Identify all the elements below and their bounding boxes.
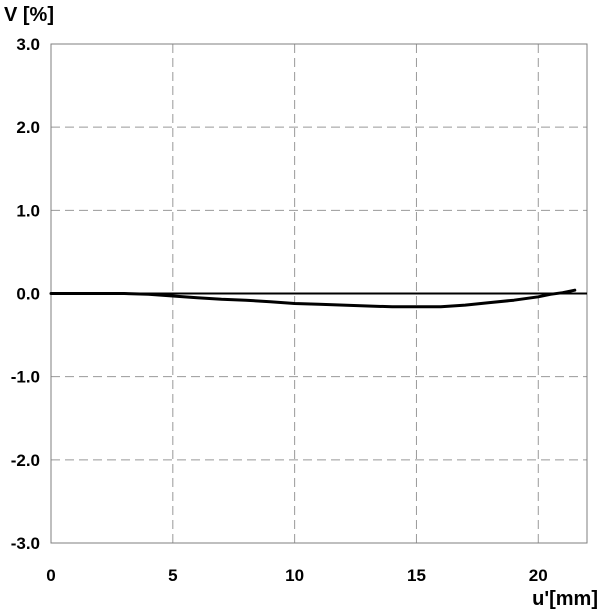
x-tick-labels: 0 5 10 15 20 [46,566,547,585]
series-line [49,288,577,309]
y-tick-label: 0.0 [16,285,40,304]
y-tick-labels: 3.0 2.0 1.0 0.0 -1.0 -2.0 -3.0 [11,35,40,553]
y-tick-label: 2.0 [16,118,40,137]
x-axis-title: u'[mm] [532,588,598,610]
x-tick-label: 15 [407,566,426,585]
y-axis-title: V [%] [4,4,54,26]
y-tick-label: 1.0 [16,201,40,220]
x-tick-label: 5 [168,566,177,585]
grid-layer [51,44,587,543]
y-tick-label: 3.0 [16,35,40,54]
x-tick-label: 20 [529,566,548,585]
x-tick-label: 0 [46,566,55,585]
y-tick-label: -3.0 [11,534,40,553]
y-tick-label: -1.0 [11,368,40,387]
y-tick-label: -2.0 [11,451,40,470]
x-tick-label: 10 [285,566,304,585]
